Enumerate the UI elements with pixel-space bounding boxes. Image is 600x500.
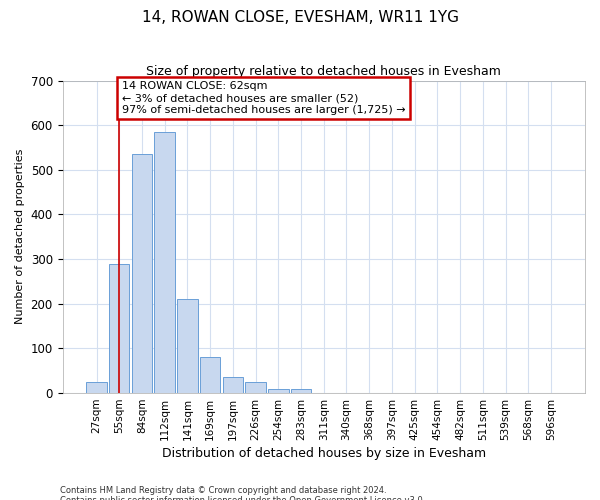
Title: Size of property relative to detached houses in Evesham: Size of property relative to detached ho… <box>146 65 501 78</box>
Text: Contains HM Land Registry data © Crown copyright and database right 2024.: Contains HM Land Registry data © Crown c… <box>60 486 386 495</box>
Bar <box>200 358 220 393</box>
Bar <box>245 382 266 393</box>
Bar <box>268 388 289 393</box>
Bar <box>86 382 107 393</box>
Bar <box>109 264 130 393</box>
Bar <box>177 300 197 393</box>
Bar <box>291 388 311 393</box>
Text: 14 ROWAN CLOSE: 62sqm
← 3% of detached houses are smaller (52)
97% of semi-detac: 14 ROWAN CLOSE: 62sqm ← 3% of detached h… <box>122 82 405 114</box>
Text: Contains public sector information licensed under the Open Government Licence v3: Contains public sector information licen… <box>60 496 425 500</box>
Bar <box>223 378 243 393</box>
X-axis label: Distribution of detached houses by size in Evesham: Distribution of detached houses by size … <box>162 447 486 460</box>
Text: 14, ROWAN CLOSE, EVESHAM, WR11 1YG: 14, ROWAN CLOSE, EVESHAM, WR11 1YG <box>142 10 458 25</box>
Y-axis label: Number of detached properties: Number of detached properties <box>15 149 25 324</box>
Bar <box>132 154 152 393</box>
Bar <box>154 132 175 393</box>
